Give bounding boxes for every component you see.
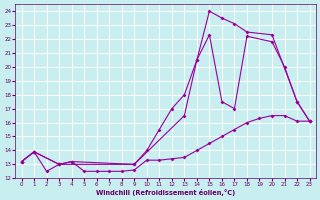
X-axis label: Windchill (Refroidissement éolien,°C): Windchill (Refroidissement éolien,°C) [96, 189, 235, 196]
